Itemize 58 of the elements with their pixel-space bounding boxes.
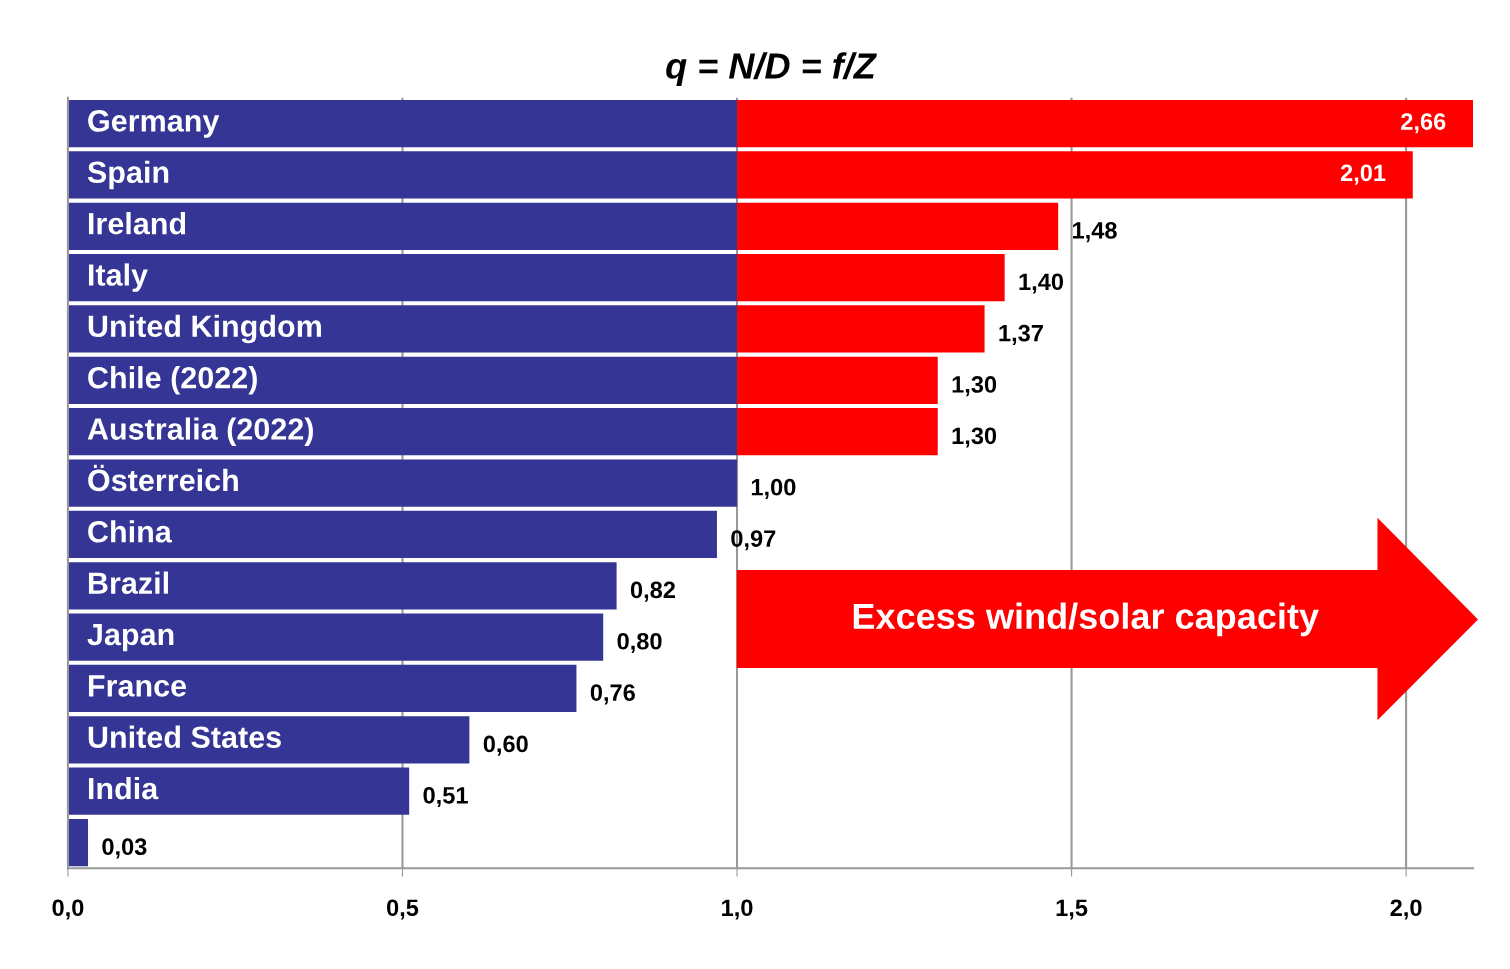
total-label: 0,97 bbox=[731, 530, 776, 551]
bar bbox=[67, 305, 738, 353]
bar bbox=[67, 716, 470, 764]
bar bbox=[737, 151, 1413, 199]
bar bbox=[737, 253, 1005, 302]
total-label: 0,03 bbox=[102, 838, 147, 859]
chart-title: q = N/D = f/Z bbox=[666, 52, 877, 86]
bar bbox=[67, 562, 617, 610]
x-tick-label: 0,5 bbox=[387, 899, 419, 920]
x-tick-label: 0,0 bbox=[52, 899, 84, 920]
total-label: 2,01 bbox=[1340, 164, 1386, 185]
bar bbox=[737, 99, 1474, 148]
bar bbox=[67, 356, 738, 404]
y-tick-label: France bbox=[88, 675, 187, 697]
bar bbox=[67, 253, 738, 302]
bar bbox=[67, 510, 717, 559]
annotation: Excess wind/solar capacity bbox=[853, 602, 1319, 637]
y-tick-label: United Kingdom bbox=[88, 314, 321, 344]
total-label: 1,00 bbox=[751, 478, 796, 499]
total-label: 1,37 bbox=[999, 324, 1043, 345]
y-tick-label: Germany bbox=[88, 110, 220, 138]
total-label: 0,51 bbox=[423, 786, 468, 808]
x-tick-label: 2,0 bbox=[1390, 899, 1422, 920]
y-tick-label: Spain bbox=[87, 160, 169, 190]
y-tick-label: Japan bbox=[87, 624, 174, 652]
total-label: 1,30 bbox=[952, 427, 997, 448]
y-tick-label: Italy bbox=[88, 263, 148, 292]
y-tick-label: India bbox=[88, 776, 159, 800]
y-tick-label: Brazil bbox=[88, 571, 168, 594]
y-tick-label: Österreich bbox=[88, 464, 238, 492]
bar bbox=[737, 408, 938, 456]
annotation: 2,66 bbox=[1401, 113, 1446, 134]
bar bbox=[67, 664, 577, 713]
bar bbox=[67, 408, 738, 456]
bar bbox=[67, 459, 738, 507]
total-label: 0,80 bbox=[617, 632, 662, 654]
y-tick-label: Ireland bbox=[88, 212, 186, 235]
y-tick-label: Australia (2022) bbox=[87, 417, 313, 446]
total-label: 1,40 bbox=[1019, 273, 1064, 294]
total-label: 1,30 bbox=[952, 376, 997, 397]
bar bbox=[67, 767, 410, 815]
bar bbox=[737, 305, 985, 353]
y-tick-label: Chile (2022) bbox=[88, 366, 257, 395]
bar bbox=[737, 356, 938, 404]
bar bbox=[67, 151, 738, 199]
bar bbox=[737, 202, 1059, 250]
bar bbox=[67, 202, 738, 250]
total-label: 0,82 bbox=[630, 581, 675, 602]
x-tick-label: 1,0 bbox=[722, 899, 753, 920]
bar bbox=[67, 613, 604, 661]
total-label: 0,60 bbox=[483, 735, 528, 756]
y-tick-label: United States bbox=[88, 725, 281, 749]
total-label: 1,48 bbox=[1073, 222, 1117, 243]
bar bbox=[67, 99, 738, 148]
x-tick-label: 1,5 bbox=[1056, 899, 1088, 920]
total-label: 0,76 bbox=[590, 684, 635, 705]
y-tick-label: China bbox=[88, 520, 172, 543]
bar bbox=[67, 818, 89, 867]
